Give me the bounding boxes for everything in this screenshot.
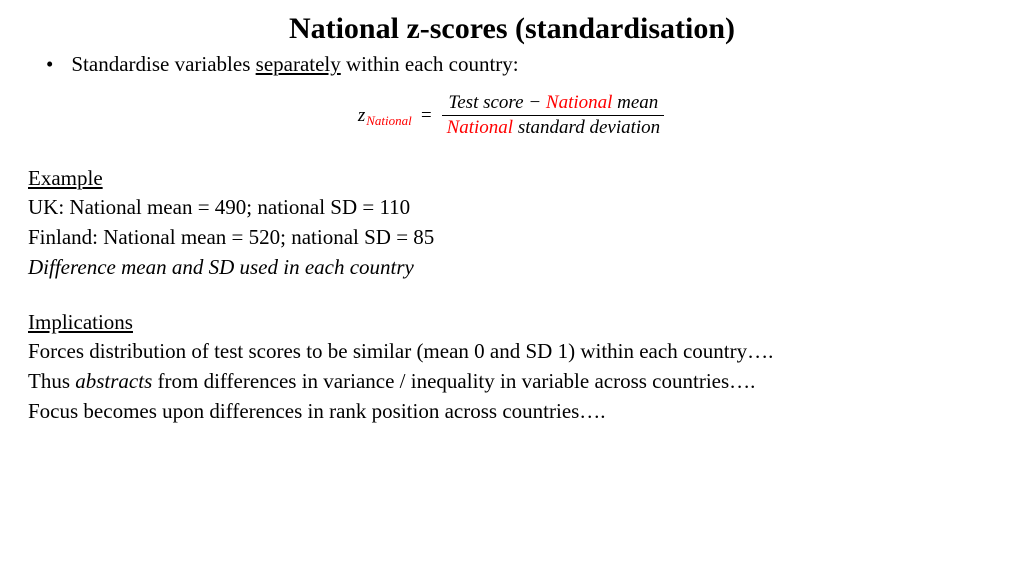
fraction-denominator: National standard deviation bbox=[441, 116, 667, 140]
implications-line-1: Forces distribution of test scores to be… bbox=[28, 337, 996, 367]
formula-fraction: Test score − National mean National stan… bbox=[441, 91, 667, 140]
example-heading: Example bbox=[28, 166, 996, 191]
example-finland: Finland: National mean = 520; national S… bbox=[28, 223, 996, 253]
num-national: National bbox=[546, 92, 613, 113]
example-uk: UK: National mean = 490; national SD = 1… bbox=[28, 193, 996, 223]
bullet-text: Standardise variables separately within … bbox=[71, 52, 518, 77]
num-minus: − bbox=[524, 92, 546, 113]
implications-line-3: Focus becomes upon differences in rank p… bbox=[28, 397, 996, 427]
bullet-marker: • bbox=[46, 52, 53, 77]
implications-heading: Implications bbox=[28, 310, 996, 335]
bullet-line: • Standardise variables separately withi… bbox=[28, 52, 996, 77]
bullet-post: within each country: bbox=[341, 52, 519, 76]
impl2-pre: Thus bbox=[28, 369, 75, 393]
implications-line-2: Thus abstracts from differences in varia… bbox=[28, 367, 996, 397]
num-mean: mean bbox=[612, 92, 658, 113]
fraction-numerator: Test score − National mean bbox=[442, 91, 664, 116]
formula-lhs: zNational = bbox=[358, 91, 441, 140]
equals-sign: = bbox=[420, 105, 433, 127]
formula-subscript: National bbox=[366, 113, 412, 129]
bullet-pre: Standardise variables bbox=[71, 52, 255, 76]
formula-z: z bbox=[358, 105, 365, 127]
example-diff: Difference mean and SD used in each coun… bbox=[28, 253, 996, 283]
num-test-score: Test score bbox=[448, 92, 523, 113]
den-stddev: standard deviation bbox=[513, 117, 660, 138]
impl2-post: from differences in variance / inequalit… bbox=[152, 369, 755, 393]
den-national: National bbox=[447, 117, 514, 138]
impl2-abstracts: abstracts bbox=[75, 369, 152, 393]
formula: zNational = Test score − National mean N… bbox=[28, 91, 996, 140]
bullet-underlined: separately bbox=[256, 52, 341, 76]
slide-title: National z-scores (standardisation) bbox=[28, 12, 996, 46]
